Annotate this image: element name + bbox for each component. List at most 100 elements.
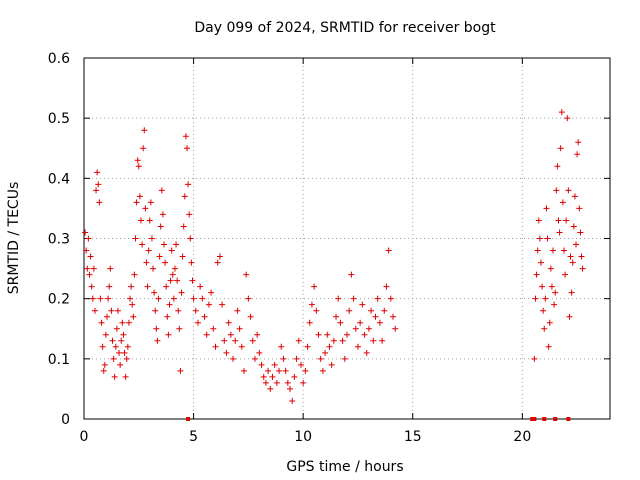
data-point: [383, 283, 390, 290]
data-point: [95, 181, 102, 188]
data-point: [308, 301, 315, 308]
data-point: [315, 331, 322, 338]
data-point: [240, 367, 247, 374]
data-point: [163, 283, 170, 290]
data-point: [118, 337, 125, 344]
data-point: [154, 337, 161, 344]
data-point: [564, 115, 571, 122]
data-point: [249, 337, 256, 344]
data-point: [210, 325, 217, 332]
data-point: [542, 295, 549, 302]
data-point: [563, 217, 570, 224]
data-point: [106, 283, 113, 290]
data-point: [232, 337, 239, 344]
data-point: [221, 337, 228, 344]
data-point: [145, 247, 152, 254]
data-point: [174, 277, 181, 284]
data-point: [192, 307, 199, 314]
data-point: [150, 265, 157, 272]
data-point: [390, 313, 397, 320]
data-point: [363, 349, 370, 356]
data-point: [113, 325, 120, 332]
data-point: [203, 331, 210, 338]
data-point: [144, 283, 151, 290]
zero-value-marker: [532, 417, 537, 421]
data-point: [381, 307, 388, 314]
data-point: [181, 193, 188, 200]
data-point: [350, 295, 357, 302]
zero-value-marker: [186, 417, 191, 421]
data-point: [361, 331, 368, 338]
data-point: [370, 337, 377, 344]
data-point: [93, 187, 100, 194]
data-point: [87, 253, 94, 260]
data-point: [133, 199, 140, 206]
data-point: [243, 271, 250, 278]
data-point: [278, 343, 285, 350]
axis-ticks: [83, 57, 610, 420]
data-point: [127, 295, 134, 302]
data-point: [339, 337, 346, 344]
data-point: [354, 343, 361, 350]
data-point: [376, 319, 383, 326]
data-point: [534, 247, 541, 254]
data-point: [568, 289, 575, 296]
data-point: [104, 313, 111, 320]
data-point: [111, 373, 118, 380]
data-point: [97, 295, 104, 302]
data-point: [311, 283, 318, 290]
data-point: [579, 265, 586, 272]
data-point: [187, 235, 194, 242]
data-point: [178, 289, 185, 296]
data-point: [110, 355, 117, 362]
data-point: [557, 145, 564, 152]
data-point: [372, 313, 379, 320]
data-point: [105, 295, 112, 302]
data-point: [359, 301, 366, 308]
data-point: [322, 349, 329, 356]
data-point: [102, 331, 109, 338]
y-tick-label: 0.3: [48, 232, 70, 248]
data-point: [141, 127, 148, 134]
data-point: [146, 217, 153, 224]
data-point: [374, 295, 381, 302]
data-point: [159, 211, 166, 218]
data-point: [271, 361, 278, 368]
data-point: [94, 169, 101, 176]
data-point: [578, 253, 585, 260]
data-point: [341, 355, 348, 362]
data-point: [112, 343, 119, 350]
data-point: [238, 343, 245, 350]
data-point: [306, 319, 313, 326]
data-point: [170, 295, 177, 302]
data-point: [313, 307, 320, 314]
data-point: [219, 301, 226, 308]
data-point: [142, 205, 149, 212]
y-tick-label: 0.2: [48, 292, 70, 308]
data-point: [96, 199, 103, 206]
data-point: [574, 151, 581, 158]
data-point: [560, 247, 567, 254]
data-point: [223, 349, 230, 356]
data-point: [387, 295, 394, 302]
data-point: [550, 247, 557, 254]
data-point: [300, 379, 307, 386]
data-point: [100, 367, 107, 374]
data-point: [352, 325, 359, 332]
data-point: [535, 217, 542, 224]
data-point: [536, 235, 543, 242]
data-point: [166, 301, 173, 308]
data-point: [569, 259, 576, 266]
y-axis-label: SRMTID / TECUs: [6, 182, 22, 295]
data-points: [82, 109, 586, 404]
data-point: [109, 337, 116, 344]
data-point: [573, 241, 580, 248]
data-point: [131, 271, 138, 278]
data-point: [117, 361, 124, 368]
data-point: [262, 379, 269, 386]
data-point: [90, 265, 97, 272]
data-point: [148, 235, 155, 242]
data-point: [302, 367, 309, 374]
data-point: [173, 241, 180, 248]
data-point: [577, 229, 584, 236]
